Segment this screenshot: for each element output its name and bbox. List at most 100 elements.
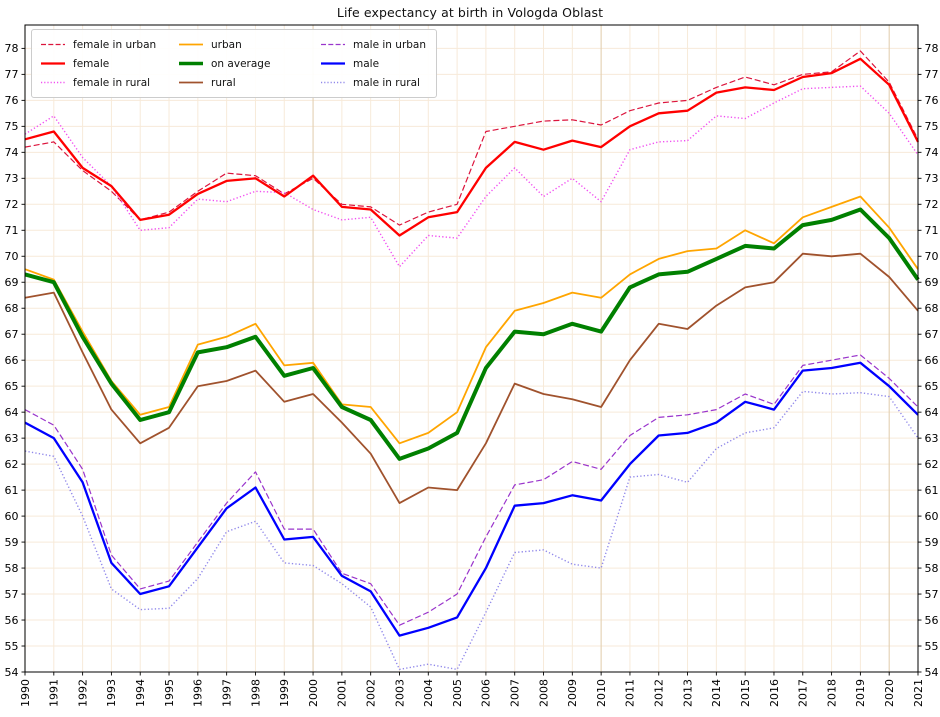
y-tick-label-right: 59 — [925, 536, 939, 549]
x-tick-label: 1990 — [19, 679, 32, 707]
legend-label-on-average: on average — [211, 57, 271, 70]
legend-label-male: male — [353, 57, 380, 70]
legend-line-male-in-urban — [321, 43, 345, 46]
y-tick-label-left: 78 — [5, 42, 19, 55]
y-tick-label-right: 62 — [925, 458, 939, 471]
x-tick-label: 2017 — [797, 679, 810, 707]
legend-item-male: male — [320, 58, 426, 70]
y-tick-label-right: 55 — [925, 640, 939, 653]
y-tick-label-left: 57 — [5, 588, 19, 601]
y-tick-label-left: 68 — [5, 302, 19, 315]
x-tick-label: 2008 — [537, 679, 550, 707]
y-tick-label-right: 56 — [925, 614, 939, 627]
y-tick-label-left: 64 — [5, 406, 19, 419]
legend-item-rural: rural — [178, 77, 320, 89]
series-line-female-in-rural — [24, 85, 919, 268]
x-tick-label: 1992 — [76, 679, 89, 707]
legend-item-female-in-rural: female in rural — [40, 77, 178, 89]
x-tick-label: 2020 — [883, 679, 896, 707]
y-tick-label-left: 75 — [5, 120, 19, 133]
legend-label-male-in-urban: male in urban — [353, 38, 427, 51]
y-tick-label-right: 66 — [925, 354, 939, 367]
y-tick-label-left: 71 — [5, 224, 19, 237]
y-tick-label-right: 61 — [925, 484, 939, 497]
legend-item-female: female — [40, 58, 178, 70]
legend-line-rural — [179, 81, 203, 84]
x-tick-label: 2001 — [336, 679, 349, 707]
y-tick-label-left: 70 — [5, 250, 19, 263]
y-tick-label-right: 67 — [925, 328, 939, 341]
x-tick-label: 1996 — [192, 679, 205, 707]
series-line-male-in-urban — [24, 354, 919, 626]
legend-item-male-in-rural: male in rural — [320, 77, 426, 89]
y-tick-label-right: 70 — [925, 250, 939, 263]
y-tick-label-left: 66 — [5, 354, 19, 367]
legend-line-male — [321, 62, 345, 65]
y-tick-label-right: 58 — [925, 562, 939, 575]
y-tick-label-right: 77 — [925, 68, 939, 81]
legend-line-female-in-urban — [41, 43, 65, 46]
x-tick-label: 2015 — [739, 679, 752, 707]
x-tick-label: 2018 — [825, 679, 838, 707]
legend-box: female in urban female female in rural urba… — [31, 29, 438, 98]
y-tick-label-right: 65 — [925, 380, 939, 393]
y-tick-label-left: 63 — [5, 432, 19, 445]
y-tick-label-right: 76 — [925, 94, 939, 107]
y-tick-label-right: 69 — [925, 276, 939, 289]
y-tick-label-right: 72 — [925, 198, 939, 211]
legend-label-female-in-rural: female in rural — [73, 76, 151, 89]
x-tick-label: 2006 — [480, 679, 493, 707]
y-tick-label-left: 54 — [5, 666, 19, 679]
y-tick-label-right: 74 — [925, 146, 939, 159]
x-tick-label: 2007 — [509, 679, 522, 707]
legend-line-female-in-rural — [41, 81, 65, 84]
y-tick-label-left: 76 — [5, 94, 19, 107]
y-tick-label-left: 77 — [5, 68, 19, 81]
y-tick-label-left: 69 — [5, 276, 19, 289]
legend-label-female-in-urban: female in urban — [73, 38, 157, 51]
x-tick-label: 2004 — [422, 679, 435, 707]
legend-label-male-in-rural: male in rural — [353, 76, 420, 89]
x-tick-label: 2016 — [768, 679, 781, 707]
x-tick-label: 2009 — [566, 679, 579, 707]
legend-item-male-in-urban: male in urban — [320, 39, 426, 51]
y-tick-label-right: 63 — [925, 432, 939, 445]
y-tick-label-left: 72 — [5, 198, 19, 211]
x-tick-label: 2012 — [653, 679, 666, 707]
x-tick-label: 2019 — [854, 679, 867, 707]
series-line-female-in-urban — [24, 50, 919, 226]
x-tick-label: 1998 — [249, 679, 262, 707]
x-tick-label: 1995 — [163, 679, 176, 707]
y-tick-label-right: 75 — [925, 120, 939, 133]
y-tick-label-left: 55 — [5, 640, 19, 653]
series-line-male — [24, 361, 919, 637]
x-tick-label: 1999 — [278, 679, 291, 707]
x-tick-label: 1993 — [105, 679, 118, 707]
legend-line-female — [41, 62, 65, 65]
x-tick-label: 2011 — [624, 679, 637, 707]
y-tick-label-right: 78 — [925, 42, 939, 55]
series-line-on-average — [24, 207, 920, 461]
x-tick-label: 2013 — [681, 679, 694, 707]
y-tick-label-left: 67 — [5, 328, 19, 341]
y-tick-label-left: 73 — [5, 172, 19, 185]
legend-item-female-in-urban: female in urban — [40, 39, 178, 51]
chart-title: Life expectancy at birth in Vologda Obla… — [336, 5, 604, 20]
y-tick-label-left: 61 — [5, 484, 19, 497]
series-line-male-in-rural — [24, 390, 919, 671]
y-tick-label-right: 57 — [925, 588, 939, 601]
y-tick-label-right: 60 — [925, 510, 939, 523]
y-tick-label-right: 54 — [925, 666, 939, 679]
x-tick-label: 2000 — [307, 679, 320, 707]
y-tick-label-right: 73 — [925, 172, 939, 185]
legend-label-rural: rural — [211, 76, 236, 89]
x-tick-label: 1991 — [48, 679, 61, 707]
legend-line-male-in-rural — [321, 81, 345, 84]
x-tick-label: 2002 — [364, 679, 377, 707]
legend-item-urban: urban — [178, 39, 320, 51]
y-tick-label-left: 58 — [5, 562, 19, 575]
x-tick-label: 2003 — [393, 679, 406, 707]
x-tick-label: 2014 — [710, 679, 723, 707]
